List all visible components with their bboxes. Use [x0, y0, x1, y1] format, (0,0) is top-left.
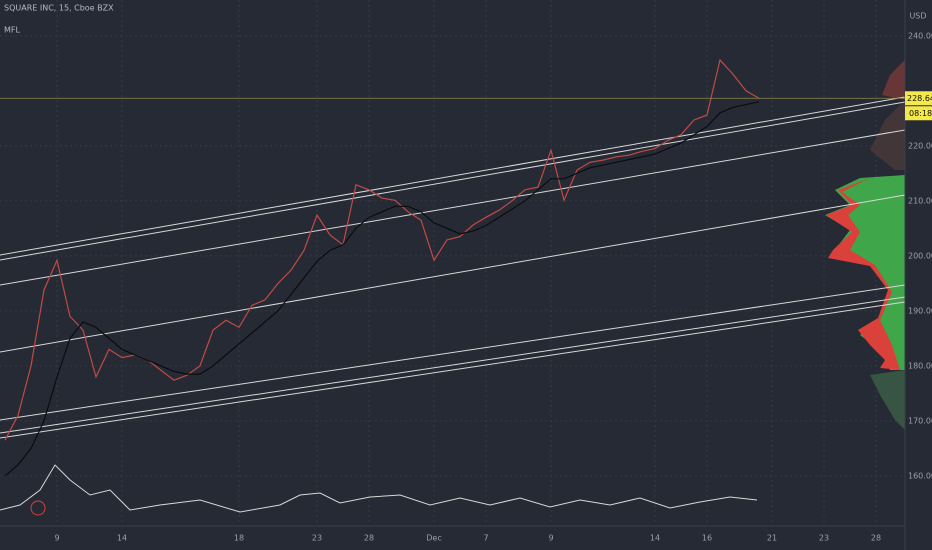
- y-tick-label: 190.00: [908, 306, 932, 315]
- x-tick-label: 14: [117, 534, 127, 543]
- countdown-label: 08:18: [909, 109, 932, 118]
- plot: [4, 58, 760, 477]
- profile-mid: [870, 100, 905, 170]
- price-tag: [905, 91, 932, 106]
- price-line: [4, 101, 760, 477]
- x-tick-label: 9: [548, 534, 553, 543]
- volume-profile: [825, 60, 905, 430]
- price-line: [4, 58, 760, 441]
- channel-line: [0, 129, 906, 286]
- profile-upper: [882, 60, 905, 100]
- grid-layer: [0, 0, 905, 526]
- y-tick-label: 220.00: [908, 141, 932, 150]
- y-tick-label: 170.00: [908, 416, 932, 425]
- x-tick-label: 9: [54, 534, 59, 543]
- channel-line: [0, 301, 906, 439]
- y-tick-label: 210.00: [908, 196, 932, 205]
- channel-lines: [0, 96, 906, 439]
- channel-line: [0, 96, 906, 256]
- x-tick-label: 23: [312, 534, 322, 543]
- oscillator-line: [0, 464, 758, 513]
- channel-line: [0, 296, 906, 434]
- y-tick-label: 200.00: [908, 251, 932, 260]
- profile-red: [826, 178, 900, 370]
- price-tag-label: 228.64: [907, 94, 932, 103]
- x-tick-label: Dec: [426, 534, 441, 543]
- countdown-tag: [905, 106, 932, 121]
- x-tick-label: 18: [234, 534, 244, 543]
- x-tick-label: 23: [819, 534, 829, 543]
- x-tick-label: 28: [364, 534, 374, 543]
- x-tick-label: 21: [767, 534, 777, 543]
- channel-line: [0, 101, 906, 261]
- x-tick-label: 14: [650, 534, 660, 543]
- indicator-title: MFL: [4, 26, 21, 35]
- x-tick-label: 16: [702, 534, 712, 543]
- channel-line: [0, 284, 906, 421]
- y-tick-label: 240.00: [908, 31, 932, 40]
- x-tick-label: 7: [483, 534, 488, 543]
- y-tick-label: 160.00: [908, 471, 932, 480]
- chart-title: SQUARE INC, 15, Cboe BZX: [4, 4, 114, 13]
- profile-lower: [870, 370, 905, 430]
- currency-label: USD: [909, 12, 926, 21]
- y-tick-label: 180.00: [908, 361, 932, 370]
- highlight-circle: [30, 500, 46, 516]
- x-tick-label: 28: [871, 534, 881, 543]
- channel-line: [0, 194, 906, 353]
